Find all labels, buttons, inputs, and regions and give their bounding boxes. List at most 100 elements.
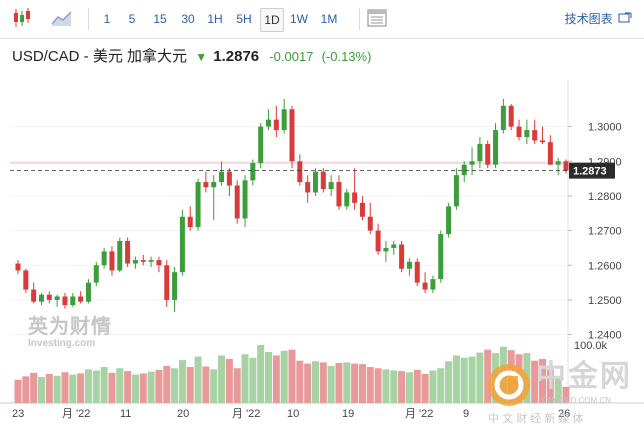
candle-body xyxy=(320,171,326,189)
candle-body xyxy=(281,109,287,131)
candle-body xyxy=(477,143,483,162)
candle-body xyxy=(312,171,318,193)
volume-bar xyxy=(147,371,155,403)
volume-bar xyxy=(171,368,179,403)
candle-body xyxy=(328,182,334,189)
candle-body xyxy=(359,202,365,217)
volume-bar xyxy=(116,368,124,403)
volume-bar xyxy=(241,354,249,403)
interval-button-1[interactable]: 1 xyxy=(103,12,111,26)
chart-toolbar: 1 5 15 30 1H 5H 1D 1W 1M 技术图表 xyxy=(0,0,644,39)
candle-body xyxy=(140,260,146,262)
candle-body xyxy=(540,140,546,143)
candle-body xyxy=(164,265,170,300)
volume-bar xyxy=(108,372,116,403)
volume-bar xyxy=(304,363,312,403)
volume-bar xyxy=(460,357,468,403)
volume-bar xyxy=(53,375,61,403)
candle-body xyxy=(438,234,444,280)
y-tick-label: 1.2500 xyxy=(588,295,622,307)
interval-button-1m[interactable]: 1M xyxy=(320,12,338,26)
candle-body xyxy=(516,126,522,137)
candle-body xyxy=(38,294,44,302)
candle-body xyxy=(289,109,295,162)
candle-body xyxy=(93,265,99,283)
volume-bar xyxy=(225,358,233,403)
volume-bar xyxy=(218,355,226,403)
candle-body xyxy=(15,263,21,271)
volume-bar xyxy=(178,360,186,403)
last-price: 1.2876 xyxy=(213,48,260,65)
volume-bar xyxy=(92,370,100,403)
tech-chart-link[interactable]: 技术图表 xyxy=(565,10,632,27)
volume-bar xyxy=(539,358,547,403)
volume-bar xyxy=(249,357,257,403)
brand-cn: 英为财情 xyxy=(28,316,112,338)
price-chart[interactable]: 1.30001.29001.28001.27001.26001.25001.24… xyxy=(0,80,644,420)
volume-bar xyxy=(429,370,437,403)
interval-button-5[interactable]: 5 xyxy=(128,12,136,26)
x-tick-label: 月 '22 xyxy=(405,408,433,420)
volume-bar xyxy=(30,372,38,403)
volume-bar xyxy=(69,374,77,403)
volume-bar xyxy=(124,371,132,403)
candle-body xyxy=(532,130,538,141)
pair-name: USD/CAD - 美元 加拿大元 xyxy=(12,48,188,65)
x-tick-label: 10 xyxy=(287,408,299,420)
candle-body xyxy=(453,175,459,207)
x-tick-label: 20 xyxy=(177,408,189,420)
candle-body xyxy=(250,163,256,181)
volume-bar xyxy=(437,368,445,403)
y-tick-label: 1.2700 xyxy=(588,226,622,238)
interval-button-1h[interactable]: 1H xyxy=(207,12,223,26)
candle-body xyxy=(219,171,225,183)
candle-body xyxy=(78,296,84,302)
investing-watermark: 英为财情 Investing.com xyxy=(28,316,112,350)
x-tick-label: 9 xyxy=(463,408,469,420)
interval-button-30[interactable]: 30 xyxy=(181,12,195,26)
current-price-label: 1.2873 xyxy=(573,166,607,178)
volume-bar xyxy=(413,369,421,403)
toolbar-separator xyxy=(88,8,89,30)
site-tagline: 中 文 财 经 新 媒 体 xyxy=(488,413,584,425)
interval-button-5h[interactable]: 5H xyxy=(236,12,252,26)
tech-chart-label: 技术图表 xyxy=(564,12,613,26)
candlestick-icon[interactable] xyxy=(10,6,34,30)
candle-body xyxy=(406,261,412,269)
candle-body xyxy=(422,282,428,290)
volume-bar xyxy=(405,372,413,403)
volume-bar xyxy=(100,367,108,403)
volume-bar xyxy=(366,367,374,403)
y-tick-label: 1.2600 xyxy=(588,260,622,272)
candle-body xyxy=(344,192,350,207)
volume-bar xyxy=(445,361,453,403)
volume-bar xyxy=(186,367,194,403)
interval-button-1w[interactable]: 1W xyxy=(290,12,308,26)
candle-body xyxy=(399,244,405,269)
volume-bar xyxy=(202,366,210,403)
candle-body xyxy=(109,251,115,271)
candle-body xyxy=(23,270,29,290)
volume-bar xyxy=(139,373,147,403)
volume-bar xyxy=(155,369,163,403)
table-icon[interactable] xyxy=(365,6,389,30)
volume-bar xyxy=(233,368,241,403)
volume-bar xyxy=(22,376,30,403)
interval-button-1d[interactable]: 1D xyxy=(260,8,284,32)
x-tick-label: 23 xyxy=(12,408,24,420)
x-tick-label: 19 xyxy=(342,408,354,420)
candle-body xyxy=(156,260,162,266)
candle-body xyxy=(547,142,553,165)
candle-body xyxy=(266,119,272,127)
candle-body xyxy=(555,161,561,165)
candle-body xyxy=(31,289,37,302)
interval-button-15[interactable]: 15 xyxy=(153,12,167,26)
candle-body xyxy=(117,241,123,271)
volume-bar xyxy=(37,376,45,403)
volume-bar xyxy=(382,369,390,403)
area-chart-icon[interactable] xyxy=(50,6,74,30)
volume-bar xyxy=(265,351,273,403)
candle-body xyxy=(85,282,91,302)
volume-bar xyxy=(163,365,171,403)
candle-body xyxy=(485,143,491,165)
